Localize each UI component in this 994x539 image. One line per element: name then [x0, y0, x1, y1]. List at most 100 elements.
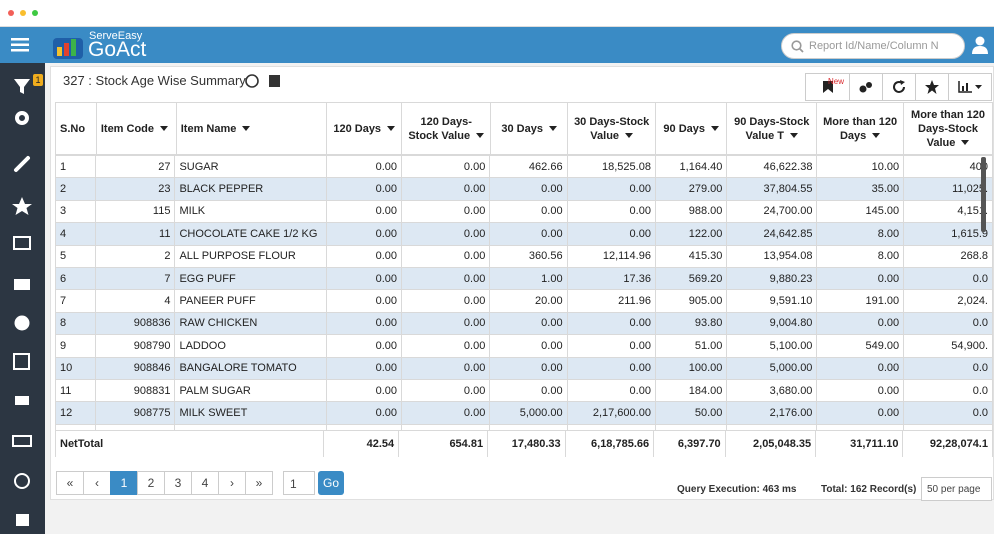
settings-icon[interactable]	[15, 111, 29, 125]
table-cell: 10	[55, 356, 97, 380]
table-cell: 51.00	[654, 334, 728, 358]
table-cell: 279.00	[654, 177, 728, 201]
table-cell: 8	[55, 311, 97, 336]
table-cell: 184.00	[654, 378, 728, 403]
table-cell: BANGALORE TOMATO	[174, 356, 328, 380]
table-cell: 191.00	[816, 289, 905, 313]
table-cell: 145.00	[816, 199, 905, 224]
chart-icon	[958, 81, 982, 93]
column-header[interactable]: 30 Days	[490, 102, 569, 155]
table-cell: 0.00	[489, 356, 568, 380]
table-cell: 549.00	[816, 334, 905, 358]
page-page[interactable]: 4	[191, 471, 219, 495]
share-icon[interactable]	[13, 236, 31, 250]
chart-button[interactable]	[948, 73, 992, 101]
column-header[interactable]: More than 120 Days-Stock Value	[903, 102, 993, 155]
per-page-select[interactable]: 50 per page	[921, 477, 992, 501]
layers-icon[interactable]	[16, 514, 29, 526]
bookmark-button[interactable]	[805, 73, 850, 101]
column-header[interactable]: 30 Days-Stock Value	[567, 102, 657, 155]
info-icon[interactable]	[245, 74, 259, 88]
menu-button[interactable]	[11, 38, 29, 52]
table-cell: 7	[55, 289, 97, 313]
page-last[interactable]: »	[245, 471, 273, 495]
settings-button[interactable]	[849, 73, 883, 101]
table-cell: 5,000.00	[726, 356, 818, 380]
table-cell: 50.00	[654, 401, 728, 425]
column-header[interactable]: 120 Days-Stock Value	[401, 102, 492, 155]
page-first[interactable]: «	[56, 471, 84, 495]
table-cell: 12	[55, 401, 97, 425]
table-cell: EGG PUFF	[174, 266, 328, 291]
filter-icon[interactable]	[14, 79, 30, 94]
sort-caret	[790, 133, 799, 139]
table-body-wrap: 1 27 SUGAR 0.00 0.00 462.66 18,525.08 1,164.40 4…	[55, 155, 993, 430]
table-cell: 0.00	[816, 356, 905, 380]
table-cell: 908831	[95, 378, 176, 403]
help-icon[interactable]	[14, 473, 30, 489]
table-cell: 4	[55, 222, 97, 246]
table-cell: 0.00	[326, 177, 403, 201]
column-header-text: More than 120 Days	[823, 115, 898, 142]
sort-caret	[387, 126, 396, 132]
table-cell: 2,176.00	[726, 401, 818, 425]
column-header[interactable]: 90 Days-Stock Value T	[726, 102, 818, 155]
table-cell: 0.00	[816, 378, 905, 403]
page-next[interactable]: ›	[218, 471, 246, 495]
column-header[interactable]: 90 Days	[655, 102, 728, 155]
total-cell: 6,18,785.66	[564, 430, 655, 457]
clock-icon[interactable]	[14, 315, 30, 331]
star-icon[interactable]	[12, 197, 32, 215]
table-cell: 0.00	[566, 356, 656, 380]
column-header[interactable]: S.No	[55, 102, 97, 155]
sidebar-icons	[12, 79, 32, 526]
page-page[interactable]: 3	[164, 471, 192, 495]
search-box[interactable]: Report Id/Name/Column N	[781, 33, 965, 59]
page-page[interactable]: 2	[137, 471, 165, 495]
page-input[interactable]: 1	[283, 471, 315, 495]
table-cell: 0.00	[566, 334, 656, 358]
column-header[interactable]: More than 120 Days	[816, 102, 905, 155]
table-cell: 2,024.	[903, 289, 993, 313]
column-header[interactable]: 120 Days	[326, 102, 403, 155]
print-icon[interactable]	[15, 396, 29, 405]
scrollbar[interactable]	[981, 157, 986, 232]
table-cell: 0.00	[401, 199, 491, 224]
link-icon[interactable]	[14, 156, 30, 172]
table-cell: MILK SWEET	[174, 401, 328, 425]
table-cell: 4	[95, 289, 176, 313]
table-cell: MILK	[174, 199, 328, 224]
table-cell: 0.00	[326, 311, 403, 336]
table-row: 10 908846 BANGALORE TOMATO 0.00 0.00 0.00 0.00…	[55, 356, 993, 380]
keyboard-icon[interactable]	[12, 435, 32, 447]
table-cell: 9,004.80	[726, 311, 818, 336]
total-cell: 2,05,048.35	[724, 430, 817, 457]
table-cell: 7	[95, 266, 176, 291]
table-cell: 11,025.	[903, 177, 993, 201]
page-page[interactable]: 1	[110, 471, 138, 495]
table-cell: 211.96	[566, 289, 656, 313]
column-header[interactable]: Item Name	[175, 102, 328, 155]
table-cell: 569.20	[654, 266, 728, 291]
table-cell: 0.00	[489, 334, 568, 358]
page-prev[interactable]: ‹	[83, 471, 111, 495]
table-cell: 3	[55, 199, 97, 224]
mail-icon[interactable]	[14, 279, 30, 290]
column-header[interactable]: Item Code	[95, 102, 177, 155]
table-cell: 2,17,600.00	[566, 401, 656, 425]
columns-icon[interactable]	[269, 75, 280, 87]
table-cell: 1,164.40	[654, 155, 728, 179]
go-button[interactable]: Go	[318, 471, 344, 495]
table-cell: 17.36	[566, 266, 656, 291]
table-cell: 0.00	[326, 266, 403, 291]
table-cell: 415.30	[654, 244, 728, 268]
table-cell: 1.00	[489, 266, 568, 291]
sort-caret	[476, 133, 485, 139]
favorite-button[interactable]	[915, 73, 949, 101]
refresh-button[interactable]	[882, 73, 916, 101]
report-icon[interactable]	[13, 353, 30, 370]
table-cell: 37,804.55	[726, 177, 818, 201]
table-cell: 0.00	[401, 289, 491, 313]
table-cell: 93.80	[654, 311, 728, 336]
user-icon[interactable]	[971, 36, 989, 54]
